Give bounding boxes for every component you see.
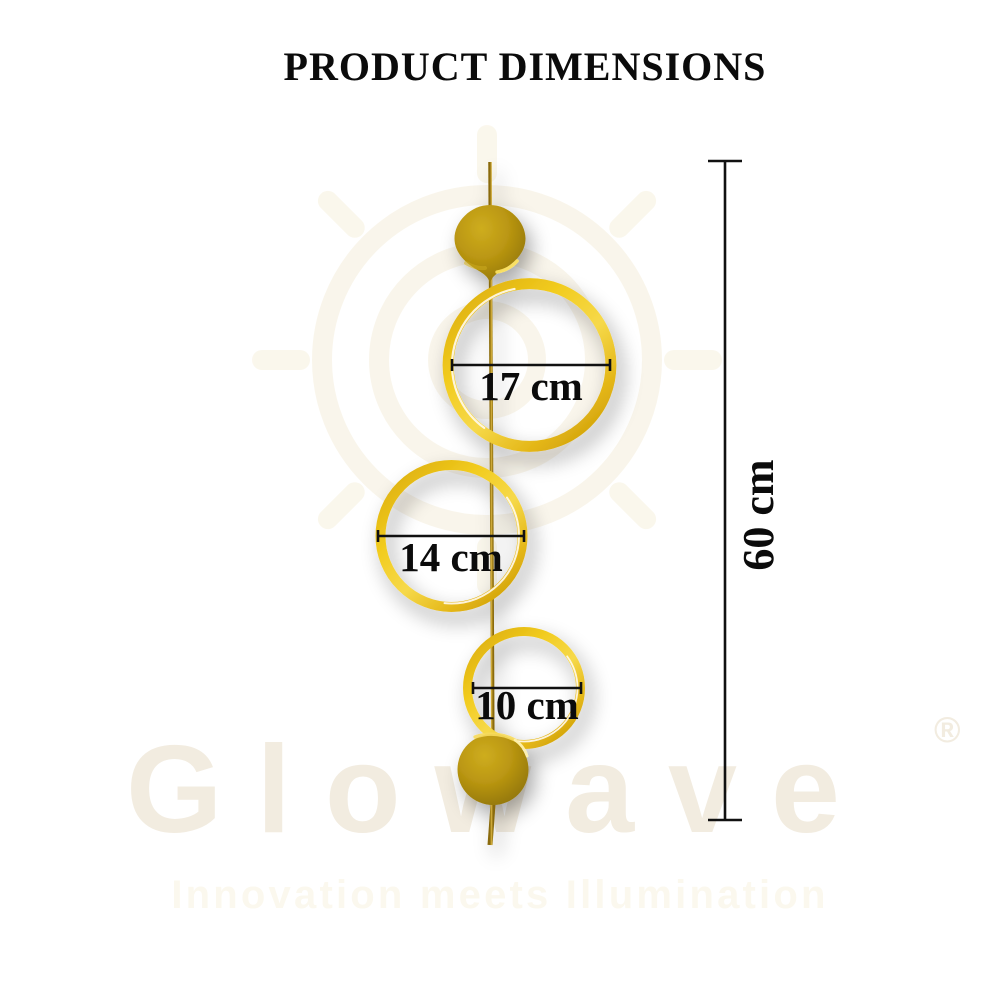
svg-text:10 cm: 10 cm	[475, 682, 579, 728]
svg-text:60 cm: 60 cm	[734, 459, 783, 570]
svg-text:14 cm: 14 cm	[399, 534, 503, 580]
svg-text:17 cm: 17 cm	[479, 363, 583, 409]
